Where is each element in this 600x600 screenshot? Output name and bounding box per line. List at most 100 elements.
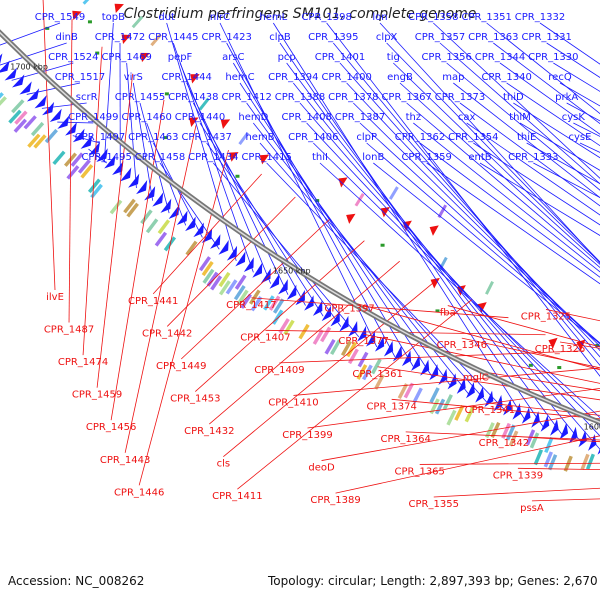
forward-gene-label: CPR_1340 bbox=[481, 72, 531, 83]
annotation-block bbox=[324, 338, 336, 355]
annotation-block bbox=[206, 271, 219, 287]
forward-gene-label: pepF bbox=[168, 52, 193, 63]
gene-marker bbox=[595, 343, 600, 347]
forward-gene-label: virS bbox=[124, 72, 143, 83]
annotation-block bbox=[412, 387, 423, 404]
forward-gene-arrow bbox=[503, 399, 512, 416]
forward-leader-line bbox=[419, 142, 600, 278]
forward-gene-label: CPR_1333 bbox=[508, 152, 558, 163]
annotation-block bbox=[388, 186, 399, 200]
annotation-block bbox=[185, 240, 198, 256]
forward-gene-arrow bbox=[348, 320, 358, 337]
reverse-leader-line bbox=[279, 350, 584, 364]
annotation-block bbox=[0, 96, 7, 111]
forward-gene-label: CPR_1472 bbox=[95, 32, 145, 43]
forward-gene-label: CPR_1394 bbox=[268, 72, 318, 83]
forward-leader-line bbox=[226, 42, 396, 357]
annotation-block bbox=[437, 204, 448, 219]
annotation-block bbox=[346, 341, 358, 358]
annotation-block bbox=[508, 430, 519, 447]
annotation-block bbox=[218, 271, 231, 288]
reverse-gene-label: CPR_1365 bbox=[395, 466, 445, 477]
reverse-leader-line bbox=[180, 218, 330, 360]
forward-gene-label: CPR_1401 bbox=[315, 52, 365, 63]
forward-gene-label: CPR_1362 bbox=[395, 132, 445, 143]
forward-gene-arrow bbox=[429, 364, 439, 381]
reverse-leader-line bbox=[251, 297, 509, 319]
annotation-block bbox=[154, 231, 168, 247]
forward-gene-arrow bbox=[0, 53, 3, 64]
annotation-block bbox=[529, 432, 540, 449]
forward-gene-arrow bbox=[304, 295, 314, 311]
forward-gene-arrow bbox=[550, 419, 559, 436]
reverse-leader-line bbox=[335, 435, 600, 494]
annotation-block bbox=[585, 453, 595, 470]
annotation-block bbox=[533, 449, 544, 466]
annotation-block bbox=[464, 406, 475, 423]
forward-leader-line bbox=[459, 102, 600, 207]
reverse-leader-line bbox=[475, 370, 600, 392]
annotation-block bbox=[454, 404, 465, 421]
reverse-gene-arrow bbox=[429, 225, 439, 236]
forward-leader-line bbox=[433, 22, 600, 179]
forward-gene-arrow bbox=[269, 273, 280, 289]
annotation-block bbox=[374, 373, 385, 390]
forward-gene-label: cysE bbox=[569, 132, 592, 143]
forward-gene-label: CPR_1400 bbox=[321, 72, 371, 83]
forward-gene-label: CPR_1357 bbox=[415, 32, 465, 43]
annotation-block bbox=[14, 110, 28, 125]
annotation-block bbox=[370, 358, 382, 375]
reverse-leader-line bbox=[433, 487, 600, 498]
forward-gene-label: dinB bbox=[56, 32, 78, 43]
forward-gene-label: CPR_1460 bbox=[121, 112, 171, 123]
reverse-leader-line bbox=[391, 398, 600, 420]
annotation-block bbox=[356, 364, 368, 380]
forward-leader-line bbox=[386, 42, 600, 263]
forward-gene-label: CPR_1363 bbox=[468, 32, 518, 43]
reverse-gene-label: CPR_1446 bbox=[114, 487, 164, 498]
forward-gene-label: CPR_1497 bbox=[75, 132, 125, 143]
forward-gene-arrow bbox=[120, 167, 132, 182]
forward-leader-line bbox=[103, 22, 114, 163]
forward-gene-label: hemB bbox=[245, 132, 274, 143]
annotation-block bbox=[446, 409, 457, 426]
forward-gene-label: CPR_1455 bbox=[115, 92, 165, 103]
reverse-gene-label: ilvE bbox=[46, 292, 64, 303]
forward-gene-arrow bbox=[531, 411, 540, 428]
reverse-gene-label: CPR_1449 bbox=[156, 361, 206, 372]
forward-gene-label: prkA bbox=[555, 92, 578, 103]
reverse-gene-label: CPR_1361 bbox=[352, 369, 402, 380]
annotation-block bbox=[580, 453, 590, 470]
forward-leader-line bbox=[132, 82, 154, 201]
annotation-block bbox=[429, 387, 440, 404]
genome-title: Clostridium perfringens SM101, complete … bbox=[123, 6, 477, 22]
reverse-leader-line bbox=[152, 173, 262, 295]
label-leader-lines-layer bbox=[0, 0, 600, 502]
reverse-gene-label: CPR_1474 bbox=[58, 357, 108, 368]
topology-text: Topology: circular; Length: 2,897,393 bp… bbox=[268, 574, 598, 588]
forward-gene-arrow bbox=[521, 407, 531, 424]
forward-gene-label: dut bbox=[158, 12, 175, 23]
forward-leader-line bbox=[479, 162, 600, 236]
forward-gene-label: CPR_1388 bbox=[275, 92, 325, 103]
forward-gene-arrow bbox=[136, 179, 148, 195]
annotation-block bbox=[90, 183, 103, 199]
forward-gene-arrow bbox=[160, 198, 172, 213]
reverse-gene-arrow bbox=[259, 154, 270, 165]
forward-gene-label: clpP bbox=[356, 132, 377, 143]
forward-gene-label: clpX bbox=[376, 32, 398, 43]
forward-leader-line bbox=[486, 22, 600, 115]
forward-leader-line bbox=[186, 82, 289, 295]
forward-gene-arrow bbox=[49, 108, 62, 123]
forward-gene-label: CPR_1387 bbox=[335, 112, 385, 123]
genome-backbone-highlight bbox=[0, 31, 600, 424]
annotation-block bbox=[544, 436, 554, 454]
reverse-leader-line bbox=[405, 431, 600, 441]
annotation-block bbox=[210, 275, 223, 291]
forward-gene-label: CPR_1359 bbox=[401, 152, 451, 163]
reverse-gene-label: CPR_1453 bbox=[170, 394, 220, 405]
annotation-block bbox=[126, 202, 139, 218]
gene-marker bbox=[235, 174, 240, 178]
annotation-block bbox=[27, 133, 41, 148]
